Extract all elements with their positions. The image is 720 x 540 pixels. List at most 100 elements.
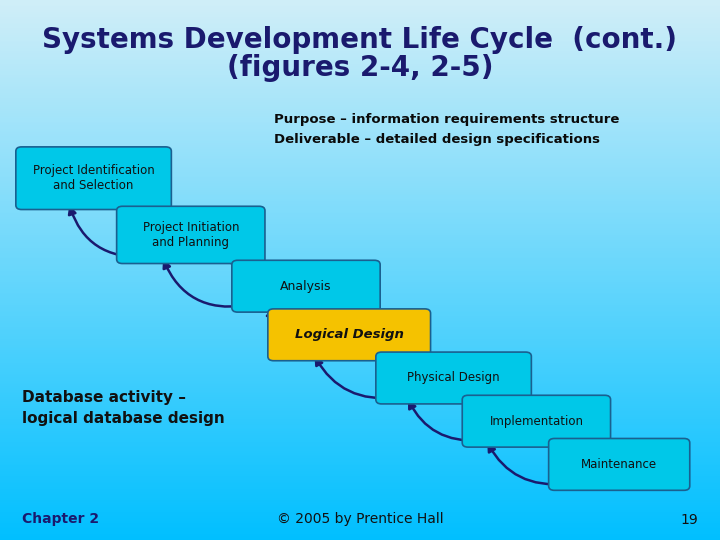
Bar (0, 146, 720, 147)
Bar (0, 491, 720, 493)
Bar (0, 7, 720, 9)
Bar (0, 119, 720, 120)
Bar (0, 25, 720, 27)
Bar (0, 312, 720, 313)
Text: Purpose – information requirements structure
Deliverable – detailed design speci: Purpose – information requirements struc… (274, 113, 619, 146)
Bar (0, 225, 720, 227)
Bar (0, 194, 720, 196)
Bar (0, 347, 720, 349)
Bar (0, 193, 720, 194)
Bar (0, 187, 720, 189)
Bar (0, 320, 720, 322)
Bar (0, 178, 720, 180)
Bar (0, 393, 720, 394)
Bar (0, 288, 720, 290)
Bar (0, 96, 720, 97)
Bar (0, 277, 720, 279)
Bar (0, 198, 720, 200)
Bar (0, 383, 720, 385)
Bar (0, 477, 720, 479)
Bar (0, 92, 720, 93)
Bar (0, 169, 720, 171)
Bar (0, 490, 720, 491)
Bar (0, 50, 720, 52)
Bar (0, 147, 720, 150)
Bar (0, 58, 720, 59)
Text: Implementation: Implementation (490, 415, 583, 428)
Bar (0, 301, 720, 302)
Bar (0, 151, 720, 153)
Bar (0, 81, 720, 83)
Bar (0, 295, 720, 297)
Bar (0, 166, 720, 167)
Bar (0, 400, 720, 401)
Bar (0, 363, 720, 366)
Bar (0, 180, 720, 182)
Bar (0, 520, 720, 522)
Bar (0, 140, 720, 142)
Bar (0, 511, 720, 513)
Bar (0, 501, 720, 502)
Bar (0, 529, 720, 531)
Bar (0, 49, 720, 50)
Bar (0, 531, 720, 533)
Bar (0, 407, 720, 409)
Bar (0, 416, 720, 417)
Bar (0, 498, 720, 501)
Bar (0, 196, 720, 198)
Bar (0, 52, 720, 54)
Bar (0, 108, 720, 110)
Bar (0, 66, 720, 69)
Bar (0, 250, 720, 252)
Bar (0, 104, 720, 106)
Bar (0, 475, 720, 477)
Bar (0, 133, 720, 135)
Bar (0, 538, 720, 540)
Bar (0, 349, 720, 351)
Bar (0, 9, 720, 11)
Bar (0, 326, 720, 328)
Bar (0, 167, 720, 169)
Bar (0, 340, 720, 342)
Bar (0, 38, 720, 39)
Bar (0, 258, 720, 259)
Bar (0, 265, 720, 266)
Bar (0, 412, 720, 414)
Bar (0, 216, 720, 218)
Bar (0, 238, 720, 239)
Bar (0, 486, 720, 488)
Bar (0, 4, 720, 5)
Bar (0, 255, 720, 258)
Bar (0, 72, 720, 74)
Bar (0, 43, 720, 45)
Bar (0, 405, 720, 407)
Bar (0, 212, 720, 214)
Bar (0, 450, 720, 452)
Bar (0, 236, 720, 238)
Bar (0, 371, 720, 373)
Bar (0, 474, 720, 475)
Text: Chapter 2: Chapter 2 (22, 512, 99, 526)
Text: Systems Development Life Cycle  (cont.): Systems Development Life Cycle (cont.) (42, 26, 678, 55)
Bar (0, 439, 720, 441)
Bar (0, 508, 720, 509)
Bar (0, 54, 720, 56)
Text: Logical Design: Logical Design (294, 328, 404, 341)
Bar (0, 398, 720, 400)
Bar (0, 535, 720, 536)
Bar (0, 239, 720, 241)
Bar (0, 162, 720, 164)
Bar (0, 252, 720, 254)
Bar (0, 85, 720, 86)
Bar (0, 61, 720, 63)
Bar (0, 106, 720, 108)
Bar (0, 110, 720, 112)
Bar (0, 522, 720, 524)
Bar (0, 299, 720, 301)
Bar (0, 329, 720, 331)
Bar (0, 214, 720, 216)
Bar (0, 174, 720, 177)
Bar (0, 88, 720, 90)
Text: Project Identification
and Selection: Project Identification and Selection (32, 164, 155, 192)
Bar (0, 356, 720, 358)
